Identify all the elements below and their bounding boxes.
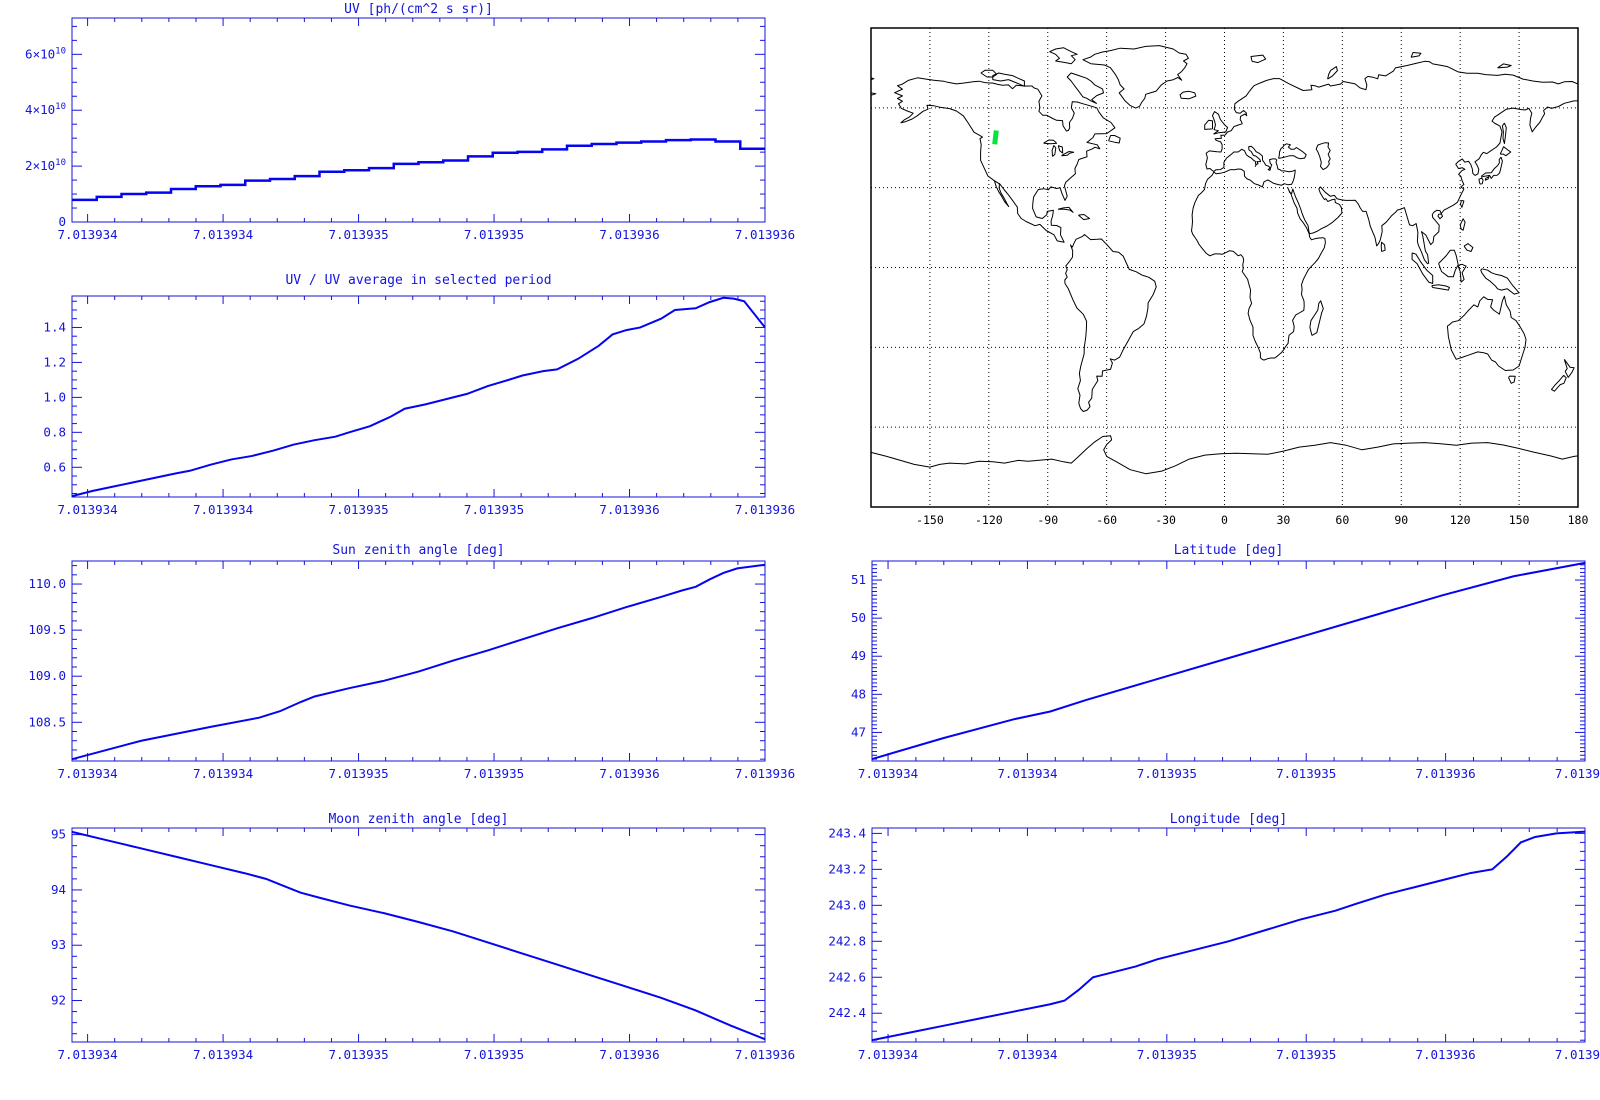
svg-text:94: 94 <box>51 882 66 897</box>
svg-text:7.013934: 7.013934 <box>193 1047 253 1062</box>
svg-text:108.5: 108.5 <box>28 714 66 729</box>
svg-text:7.013936: 7.013936 <box>599 227 659 242</box>
svg-text:7.013935: 7.013935 <box>1276 766 1336 781</box>
svg-text:120: 120 <box>1450 513 1471 527</box>
uv-ratio-chart-title: UV / UV average in selected period <box>285 273 552 288</box>
svg-text:109.0: 109.0 <box>28 668 66 683</box>
svg-text:7.013934: 7.013934 <box>57 1047 117 1062</box>
sun-zenith-chart: 7.013934 7.013934 7.013935 7.013935 7.013936… <box>28 560 795 781</box>
svg-text:6×1010: 6×1010 <box>25 46 66 61</box>
svg-text:7.013936: 7.013936 <box>735 766 795 781</box>
longitude-chart-title: Longitude [deg] <box>1169 812 1288 827</box>
svg-text:30: 30 <box>1276 513 1290 527</box>
svg-text:7.013936: 7.013936 <box>735 227 795 242</box>
svg-text:48: 48 <box>851 686 866 701</box>
svg-text:-90: -90 <box>1037 513 1058 527</box>
uv-chart-title: UV [ph/(cm^2 s sr)] <box>344 2 493 17</box>
svg-text:7.013936: 7.013936 <box>599 502 659 517</box>
uv-chart: 7.013934 7.013934 7.013935 7.013935 7.013936… <box>25 17 795 242</box>
svg-text:243.2: 243.2 <box>828 861 866 876</box>
moon-zenith-chart: 7.013934 7.013934 7.013935 7.013935 7.013936… <box>51 827 795 1062</box>
svg-text:7.013936: 7.013936 <box>1415 766 1475 781</box>
svg-text:7.013934: 7.013934 <box>193 502 253 517</box>
svg-text:110.0: 110.0 <box>28 576 66 591</box>
svg-text:7.013934: 7.013934 <box>57 227 117 242</box>
ground-track <box>992 130 999 145</box>
svg-text:49: 49 <box>851 648 866 663</box>
svg-text:150: 150 <box>1509 513 1530 527</box>
svg-text:7.013936: 7.013936 <box>1555 766 1600 781</box>
svg-text:7.013936: 7.013936 <box>1415 1047 1475 1062</box>
svg-text:180: 180 <box>1568 513 1589 527</box>
svg-text:7.013936: 7.013936 <box>599 1047 659 1062</box>
svg-text:7.013935: 7.013935 <box>464 766 524 781</box>
latitude-chart-title: Latitude [deg] <box>1173 543 1284 558</box>
svg-text:7.013934: 7.013934 <box>858 766 918 781</box>
svg-text:47: 47 <box>851 724 866 739</box>
svg-text:0.8: 0.8 <box>43 424 66 439</box>
svg-text:-30: -30 <box>1155 513 1176 527</box>
svg-text:93: 93 <box>51 937 66 952</box>
svg-text:1.4: 1.4 <box>43 319 66 334</box>
svg-text:243.0: 243.0 <box>828 897 866 912</box>
svg-text:2×1010: 2×1010 <box>25 158 66 173</box>
svg-text:-60: -60 <box>1096 513 1117 527</box>
svg-text:7.013934: 7.013934 <box>997 1047 1057 1062</box>
svg-text:7.013934: 7.013934 <box>57 766 117 781</box>
svg-text:51: 51 <box>851 572 866 587</box>
svg-text:90: 90 <box>1394 513 1408 527</box>
svg-text:7.013936: 7.013936 <box>735 1047 795 1062</box>
svg-text:243.4: 243.4 <box>828 825 866 840</box>
svg-text:7.013934: 7.013934 <box>57 502 117 517</box>
svg-text:7.013935: 7.013935 <box>464 1047 524 1062</box>
svg-text:1.0: 1.0 <box>43 389 66 404</box>
svg-text:-150: -150 <box>916 513 944 527</box>
svg-text:7.013935: 7.013935 <box>464 502 524 517</box>
svg-text:7.013935: 7.013935 <box>1137 1047 1197 1062</box>
svg-text:7.013935: 7.013935 <box>1137 766 1197 781</box>
svg-text:7.013936: 7.013936 <box>735 502 795 517</box>
svg-text:7.013936: 7.013936 <box>599 766 659 781</box>
svg-text:60: 60 <box>1335 513 1349 527</box>
svg-text:95: 95 <box>51 827 66 842</box>
svg-text:7.013934: 7.013934 <box>193 766 253 781</box>
svg-text:7.013934: 7.013934 <box>858 1047 918 1062</box>
sun-zenith-chart-title: Sun zenith angle [deg] <box>332 543 505 558</box>
svg-text:-120: -120 <box>975 513 1003 527</box>
svg-text:7.013934: 7.013934 <box>193 227 253 242</box>
svg-text:4×1010: 4×1010 <box>25 102 66 117</box>
svg-text:0: 0 <box>1221 513 1228 527</box>
world-map: -150 -120 -90 -60 -30 0 30 60 90 120 150 180 <box>870 27 1589 527</box>
svg-text:7.013935: 7.013935 <box>328 1047 388 1062</box>
svg-text:242.8: 242.8 <box>828 933 866 948</box>
svg-text:7.013935: 7.013935 <box>328 227 388 242</box>
svg-text:7.013935: 7.013935 <box>1276 1047 1336 1062</box>
svg-text:242.6: 242.6 <box>828 969 866 984</box>
svg-text:0: 0 <box>58 214 66 229</box>
longitude-chart: 7.013934 7.013934 7.013935 7.013935 7.013936… <box>828 825 1600 1062</box>
svg-text:7.013935: 7.013935 <box>464 227 524 242</box>
moon-zenith-chart-title: Moon zenith angle [deg] <box>328 812 509 827</box>
svg-text:50: 50 <box>851 610 866 625</box>
svg-text:92: 92 <box>51 993 66 1008</box>
uv-ratio-chart: 7.013934 7.013934 7.013935 7.013935 7.013936… <box>43 295 795 517</box>
svg-text:0.6: 0.6 <box>43 459 66 474</box>
svg-text:109.5: 109.5 <box>28 622 66 637</box>
svg-text:7.013936: 7.013936 <box>1555 1047 1600 1062</box>
svg-text:7.013935: 7.013935 <box>328 502 388 517</box>
svg-text:7.013934: 7.013934 <box>997 766 1057 781</box>
svg-text:1.2: 1.2 <box>43 354 66 369</box>
svg-text:7.013935: 7.013935 <box>328 766 388 781</box>
svg-text:242.4: 242.4 <box>828 1005 866 1020</box>
latitude-chart: 7.013934 7.013934 7.013935 7.013935 7.013936… <box>851 560 1600 781</box>
